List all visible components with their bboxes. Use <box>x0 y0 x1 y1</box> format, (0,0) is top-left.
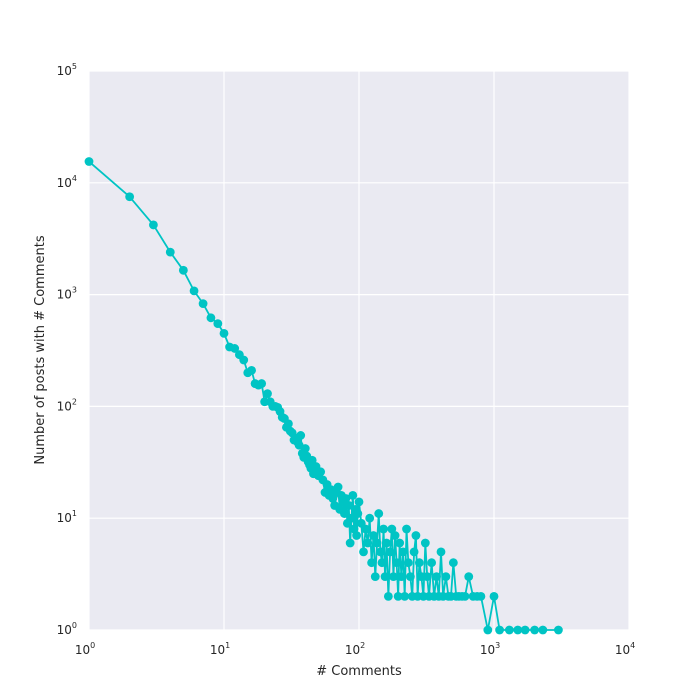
data-point <box>220 329 229 338</box>
data-point <box>376 547 385 556</box>
y-tick-label: 100 <box>57 621 77 637</box>
data-point <box>207 313 216 322</box>
data-point <box>386 547 395 556</box>
y-tick-label: 102 <box>57 397 77 413</box>
y-tick-label: 104 <box>57 174 77 190</box>
data-point <box>538 626 547 635</box>
data-point <box>334 483 343 492</box>
data-point <box>437 547 446 556</box>
data-point <box>415 558 424 567</box>
data-point <box>373 539 382 548</box>
y-tick-label: 101 <box>57 509 77 525</box>
data-point <box>483 626 492 635</box>
data-point <box>432 572 441 581</box>
y-tick-label: 105 <box>57 62 77 78</box>
data-point <box>346 539 355 548</box>
data-point <box>374 509 383 518</box>
data-point <box>521 626 530 635</box>
data-point <box>421 539 430 548</box>
data-point <box>359 547 368 556</box>
data-point <box>85 157 94 166</box>
data-point <box>316 467 325 476</box>
data-point <box>371 572 380 581</box>
data-point <box>395 539 404 548</box>
data-point <box>400 592 409 601</box>
data-point <box>505 626 514 635</box>
data-point <box>369 531 378 540</box>
data-point <box>441 572 450 581</box>
data-point <box>263 389 272 398</box>
data-point <box>199 299 208 308</box>
data-point <box>490 592 499 601</box>
y-axis-label: Number of posts with # Comments <box>33 235 48 464</box>
data-point <box>379 525 388 534</box>
data-point <box>461 592 470 601</box>
data-point <box>464 572 473 581</box>
data-point <box>399 547 408 556</box>
data-point <box>449 558 458 567</box>
y-tick-label: 103 <box>57 286 77 302</box>
data-point <box>397 572 406 581</box>
x-tick-label: 101 <box>210 641 230 657</box>
data-point <box>361 525 370 534</box>
x-tick-label: 104 <box>615 641 635 657</box>
data-point <box>554 626 563 635</box>
x-tick-label: 103 <box>480 641 500 657</box>
data-point <box>391 531 400 540</box>
data-point <box>381 572 390 581</box>
data-point <box>125 192 134 201</box>
data-point <box>382 539 391 548</box>
data-point <box>427 558 436 567</box>
data-point <box>402 525 411 534</box>
x-tick-label: 102 <box>345 641 365 657</box>
data-point <box>423 572 432 581</box>
data-point <box>410 547 419 556</box>
data-point <box>301 444 310 453</box>
data-point <box>363 539 372 548</box>
data-point <box>378 558 387 567</box>
data-point <box>365 514 374 523</box>
data-point <box>149 221 158 230</box>
data-point <box>352 531 361 540</box>
data-point <box>367 558 376 567</box>
data-point <box>412 531 421 540</box>
data-point <box>284 419 293 428</box>
data-point <box>530 626 539 635</box>
data-point <box>495 626 504 635</box>
data-point <box>296 431 305 440</box>
data-point <box>247 366 256 375</box>
data-point <box>389 572 398 581</box>
x-axis-label: # Comments <box>316 664 402 679</box>
data-point <box>348 491 357 500</box>
x-tick-label: 100 <box>75 641 95 657</box>
data-point <box>190 286 199 295</box>
data-point <box>384 592 393 601</box>
data-point <box>404 558 413 567</box>
data-point <box>406 572 415 581</box>
data-point <box>477 592 486 601</box>
data-point <box>392 558 401 567</box>
data-point <box>239 356 248 365</box>
data-point <box>257 379 266 388</box>
data-point <box>355 497 364 506</box>
data-point <box>353 509 362 518</box>
data-point <box>213 319 222 328</box>
data-point <box>179 266 188 275</box>
data-point <box>166 248 175 257</box>
